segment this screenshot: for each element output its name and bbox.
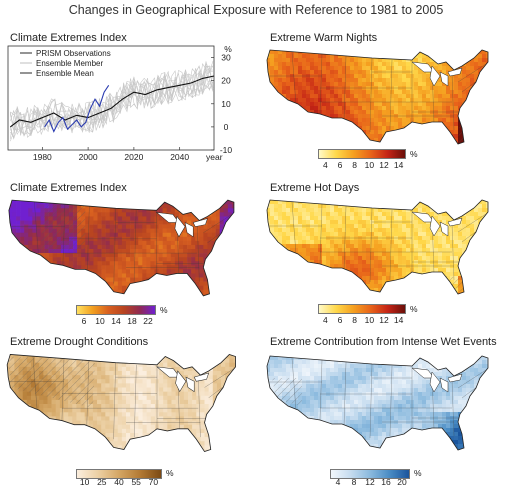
panel-title-drought: Extreme Drought Conditions	[10, 336, 149, 348]
legend-tick-label: 14	[393, 315, 404, 325]
ensemble-mean-line	[9, 75, 215, 128]
x-axis-label: year	[206, 152, 223, 162]
map-drought	[6, 353, 236, 453]
legend-tick-label: 6	[337, 315, 343, 325]
great-lake	[447, 217, 463, 227]
us-outline	[266, 355, 489, 451]
great-lake	[447, 373, 463, 383]
legend-tick-label: 14	[111, 316, 121, 326]
legend-ticks-warm-nights: 4 6 8 10 12 14	[318, 160, 406, 172]
great-lake	[174, 215, 186, 238]
legend-bar-warm-nights	[318, 149, 406, 159]
x-tick-label: 2020	[124, 152, 143, 162]
main-title: Changes in Geographical Exposure with Re…	[68, 3, 444, 17]
great-lake	[175, 370, 187, 393]
map-climate-extremes-index	[8, 199, 235, 297]
legend-tick-label: 8	[351, 477, 357, 487]
legend-tick-label: 70	[148, 477, 159, 487]
great-lake	[439, 71, 449, 87]
us-outline	[6, 353, 236, 453]
ensemble-member-line	[10, 62, 214, 137]
great-lake	[429, 215, 441, 237]
legend-tick-label: 12	[365, 477, 375, 487]
legend-bar-hot-days	[318, 304, 406, 314]
great-lake	[193, 372, 210, 382]
legend-bar-wet-events	[330, 469, 410, 479]
y-tick-label: 10	[221, 99, 231, 109]
legend-entry: Ensemble Member	[36, 59, 103, 68]
legend-tick-label: 6	[337, 160, 343, 170]
legend-tick-label: 4	[322, 160, 328, 170]
legend-tick-label: 10	[95, 316, 105, 326]
legend-tick-label: 20	[397, 477, 407, 487]
legend-tick-label: 55	[131, 477, 141, 487]
legend-tick-label: 16	[381, 477, 391, 487]
map-wet-events	[266, 355, 489, 451]
us-outline	[8, 199, 235, 297]
great-lake	[192, 218, 208, 227]
panel-title-wet-events: Extreme Contribution from Intense Wet Ev…	[270, 336, 497, 348]
legend-tick-label: 4	[335, 477, 341, 487]
great-lake	[184, 222, 194, 238]
prism-observations-line	[44, 84, 110, 133]
great-lake	[185, 376, 195, 393]
legend-bar-cei	[76, 305, 156, 315]
line-chart-title: Climate Extremes Index	[10, 32, 127, 44]
x-tick-label: 2040	[170, 152, 189, 162]
legend-unit-hot-days: %	[410, 304, 418, 314]
legend-tick-label: 10	[364, 160, 375, 170]
map-hot-days	[266, 199, 489, 295]
great-lake	[429, 65, 441, 87]
legend-tick-label: 18	[127, 316, 137, 326]
y-tick-label: -10	[220, 145, 233, 155]
great-lake	[439, 221, 449, 237]
legend-ticks-hot-days: 4 6 8 10 12 14	[318, 315, 406, 327]
legend-ticks-wet-events: 4 8 12 16 20	[330, 477, 410, 487]
legend-tick-label: 12	[379, 315, 389, 325]
legend-tick-label: 40	[114, 477, 124, 487]
y-tick-label: 0	[224, 122, 229, 132]
great-lake	[447, 67, 463, 77]
great-lake	[429, 371, 441, 393]
legend-tick-label: 6	[81, 316, 87, 326]
legend-tick-label: 12	[379, 160, 389, 170]
panel-title-hot-days: Extreme Hot Days	[270, 182, 360, 194]
legend-tick-label: 8	[352, 315, 358, 325]
plot-frame	[7, 45, 215, 151]
legend-unit-warm-nights: %	[410, 149, 418, 159]
line-chart: 1980 2000 2020 2040 year-10 0 10 20 30% PRISM Obs…	[7, 44, 233, 162]
ensemble-member-line	[10, 61, 214, 136]
legend-tick-label: 8	[352, 160, 358, 170]
legend-unit-cei: %	[160, 305, 168, 315]
y-tick-label: 30	[221, 53, 231, 63]
panel-title-cei-map: Climate Extremes Index	[10, 182, 127, 194]
panel-title-warm-nights: Extreme Warm Nights	[270, 32, 378, 44]
legend-entry: Ensemble Mean	[36, 69, 94, 78]
x-tick-label: 1980	[33, 152, 52, 162]
legend-ticks-cei: 6 10 14 18 22	[76, 316, 156, 328]
legend-unit-drought: %	[166, 468, 174, 478]
legend-bar-drought	[76, 469, 162, 479]
legend-tick-label: 25	[97, 477, 107, 487]
ensemble-member-line	[10, 70, 214, 138]
legend-tick-label: 14	[393, 160, 404, 170]
legend-tick-label: 22	[143, 316, 153, 326]
map-warm-nights	[266, 49, 489, 145]
us-outline	[266, 199, 489, 295]
y-axis-label: %	[224, 44, 232, 54]
legend-unit-wet-events: %	[414, 468, 422, 478]
y-tick-label: 20	[221, 76, 231, 86]
x-tick-label: 2000	[79, 152, 98, 162]
us-outline	[266, 49, 489, 145]
great-lake	[439, 377, 449, 393]
legend-tick-label: 4	[322, 315, 328, 325]
legend-entry: PRISM Observations	[36, 49, 111, 58]
legend-ticks-drought: 10 25 40 55 70	[76, 477, 162, 487]
legend-tick-label: 10	[79, 477, 90, 487]
legend-tick-label: 10	[364, 315, 375, 325]
